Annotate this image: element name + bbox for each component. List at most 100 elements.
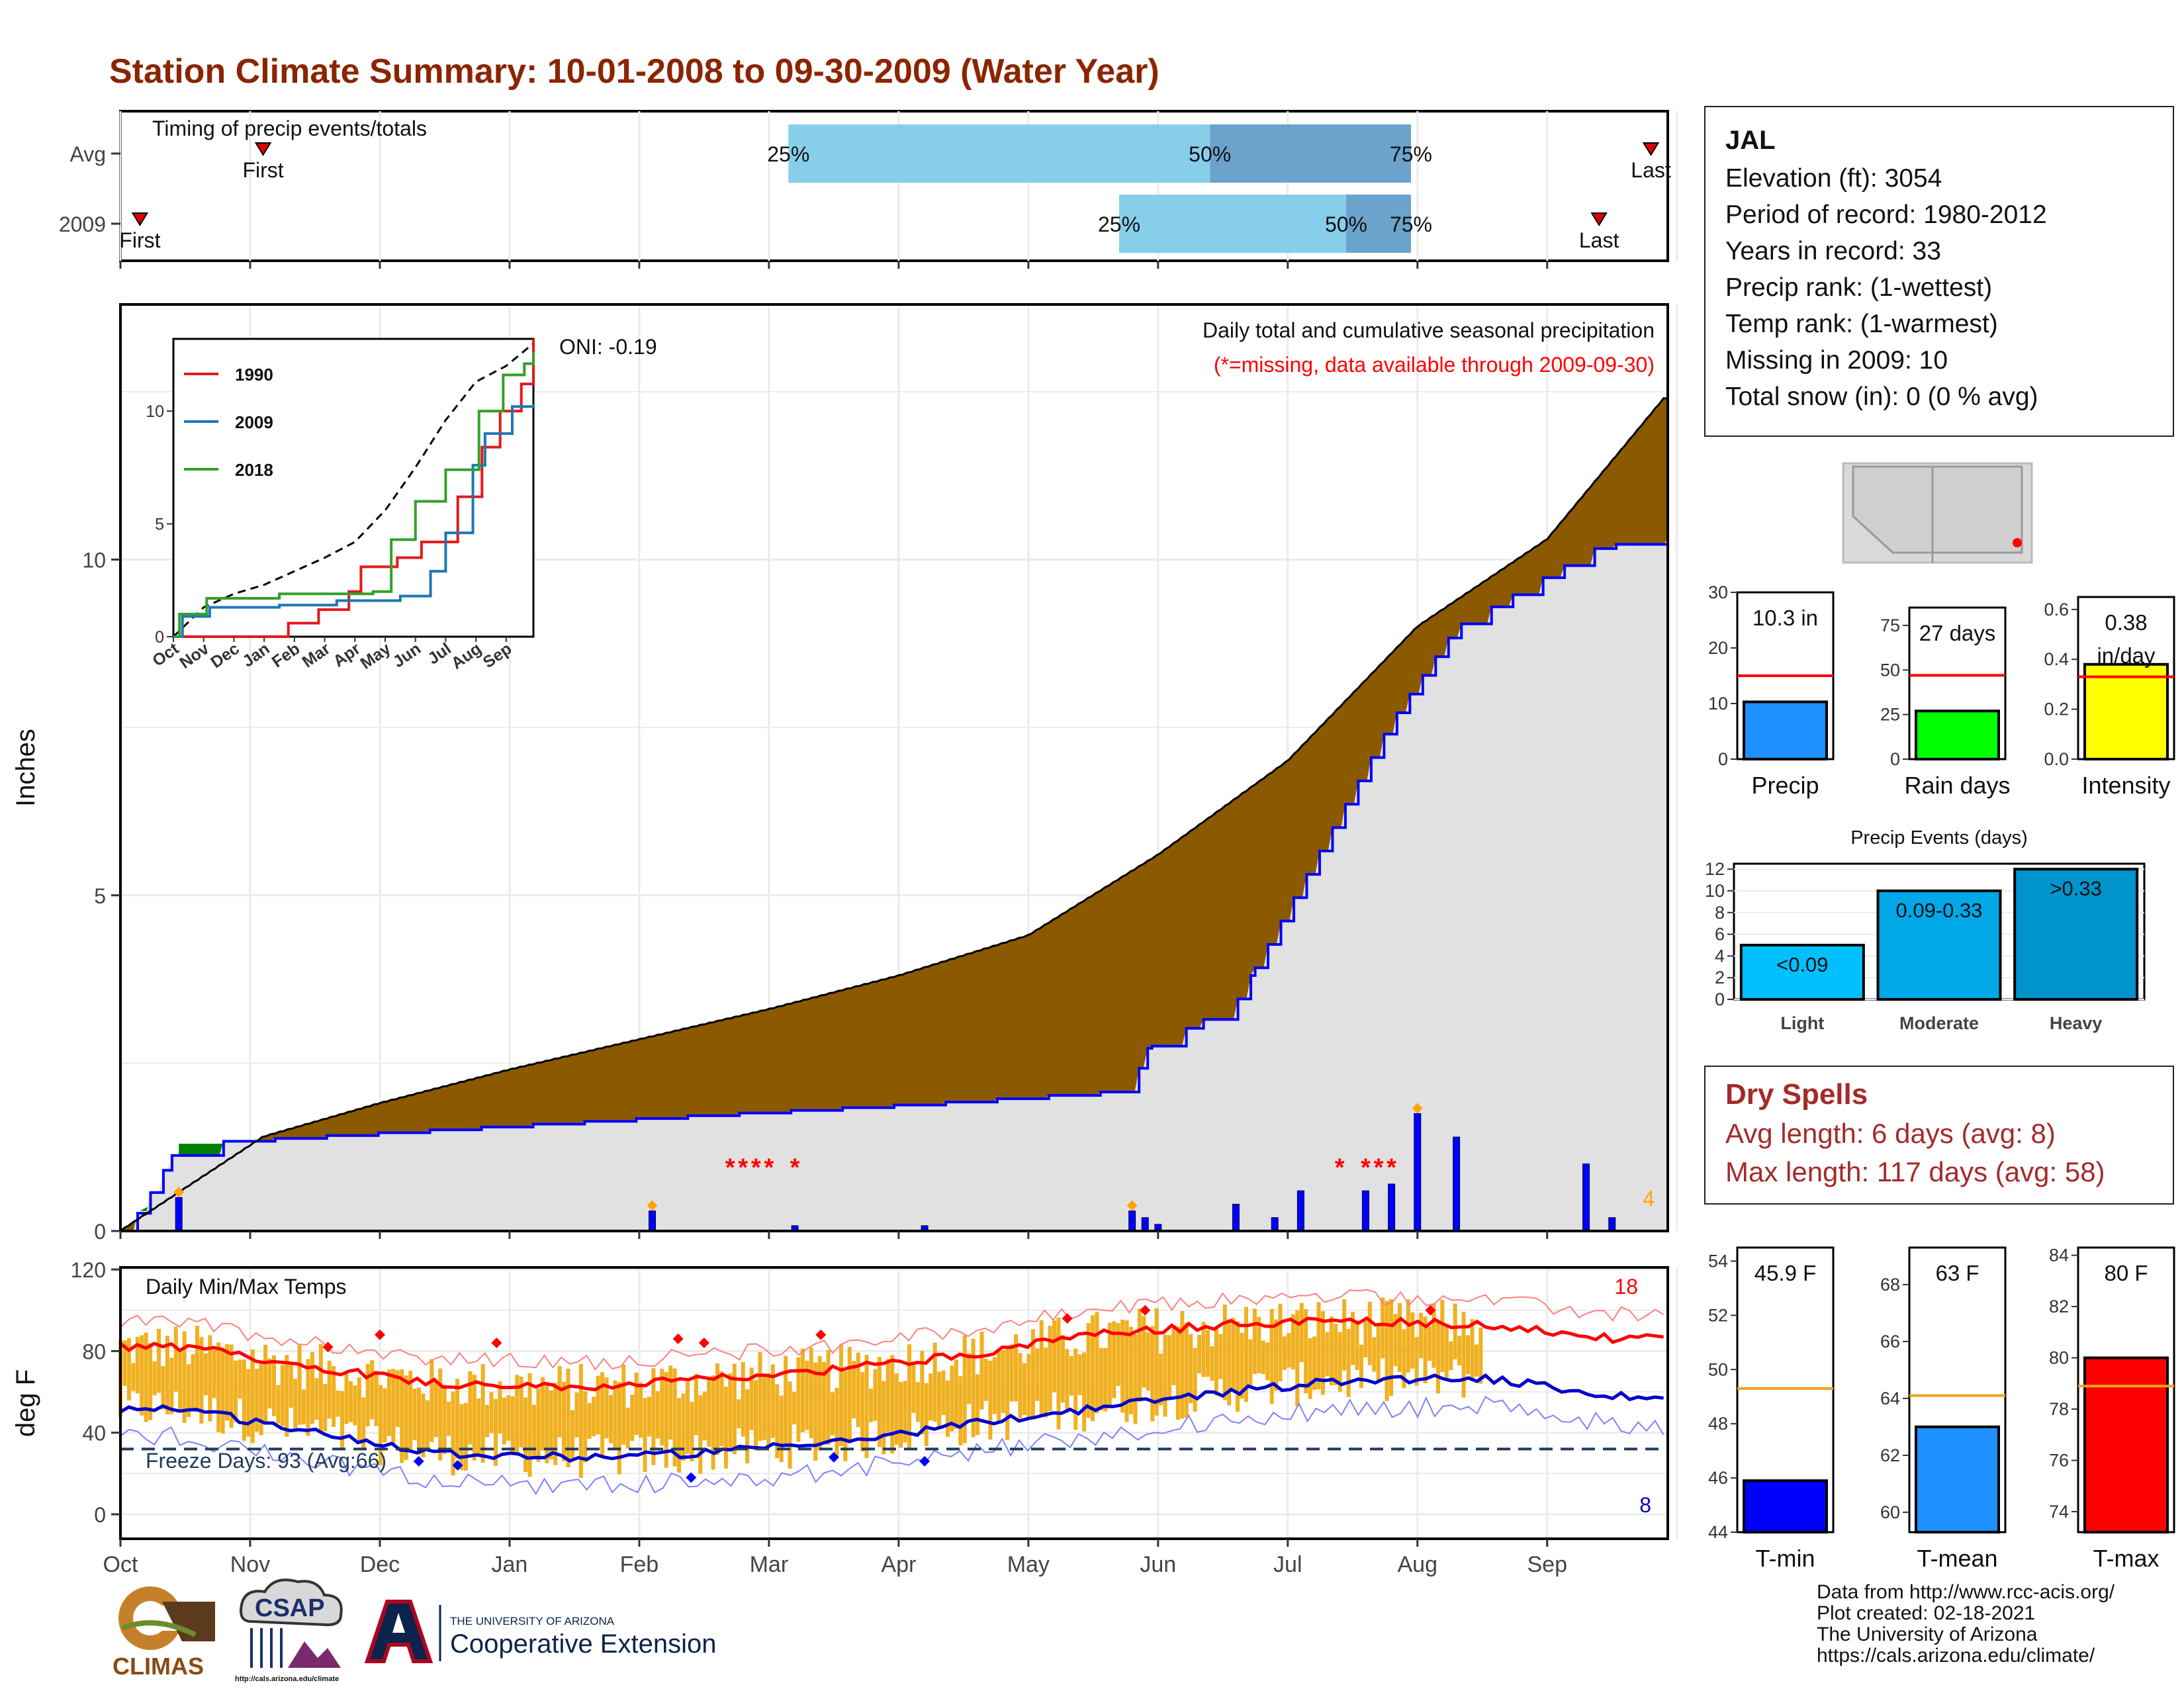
daily-temp-bar — [886, 1359, 890, 1432]
daily-temp-bar — [1244, 1306, 1248, 1402]
record-high-marker — [672, 1333, 684, 1344]
extreme-precip-marker — [173, 1187, 185, 1198]
daily-temp-bar — [719, 1371, 724, 1447]
tempbar-t-mean-value-label: 63 F — [1935, 1261, 1979, 1285]
daily-temp-bar — [297, 1345, 302, 1425]
daily-temp-bar — [1103, 1348, 1108, 1412]
daily-temp-bar — [860, 1372, 865, 1451]
daily-precip-bar — [1388, 1183, 1396, 1232]
timing-percent-label: 50% — [1325, 212, 1367, 236]
station-missing: Missing in 2009: 10 — [1725, 346, 1948, 375]
daily-temp-bar — [285, 1355, 289, 1437]
daily-temp-bar — [702, 1391, 707, 1441]
daily-temp-bar — [1381, 1297, 1385, 1359]
daily-temp-bar — [557, 1366, 562, 1438]
timing-last-label: Last — [1579, 228, 1619, 252]
daily-temp-bar — [1312, 1336, 1317, 1391]
daily-temp-bar — [822, 1361, 827, 1444]
inset-series-line — [173, 352, 535, 638]
daily-temp-bar — [728, 1373, 733, 1449]
precip-extreme-count: 4 — [1643, 1187, 1655, 1211]
tempbar-t-min-value-label: 45.9 F — [1754, 1261, 1817, 1285]
daily-temp-bar — [1329, 1316, 1334, 1386]
missing-data-marker: * — [1335, 1154, 1345, 1182]
timing-bar-50-75 — [1345, 195, 1411, 253]
credit-plot-created: Plot created: 02-18-2021 — [1817, 1602, 2036, 1624]
daily-temp-bar — [762, 1376, 766, 1440]
temp-bar-panels: 44 46 48 50 52 54 45.9 F T-min 60 62 64 66 68 63 F T-m… — [1708, 1246, 2175, 1572]
daily-temp-bar — [545, 1383, 549, 1463]
daily-temp-bar — [1367, 1301, 1372, 1365]
temp-y-axis-label: deg F — [11, 1369, 40, 1437]
daily-temp-bar — [365, 1363, 370, 1427]
daily-temp-bar — [212, 1349, 216, 1398]
inset-legend-label: 1990 — [235, 365, 273, 385]
daily-temp-bar — [660, 1369, 664, 1446]
daily-temp-bar — [442, 1385, 447, 1454]
daily-temp-bar — [187, 1364, 191, 1418]
daily-temp-bar — [199, 1337, 204, 1424]
daily-temp-bar — [1082, 1352, 1087, 1432]
daily-temp-bar — [634, 1373, 639, 1436]
daily-temp-bar — [882, 1381, 886, 1455]
daily-temp-bar — [502, 1397, 506, 1445]
daily-temp-bar — [1265, 1342, 1270, 1381]
summary-rain-days-value-label: 27 days — [1919, 621, 1996, 645]
summary-intensity-y-tick-label: 0.6 — [2044, 600, 2069, 619]
daily-temp-bar — [131, 1363, 136, 1391]
daily-temp-bar — [531, 1404, 536, 1457]
daily-precip-bar — [1128, 1211, 1136, 1232]
daily-temp-bar — [587, 1402, 592, 1439]
record-low-marker — [686, 1472, 697, 1483]
daily-temp-bar — [945, 1380, 950, 1438]
extreme-precip-marker — [1412, 1103, 1423, 1114]
daily-temp-bar — [1137, 1308, 1142, 1402]
tempbar-t-mean-y-tick-label: 64 — [1880, 1389, 1900, 1408]
daily-temp-bar — [1359, 1344, 1363, 1389]
daily-temp-bar — [353, 1385, 357, 1426]
missing-data-marker: * — [1374, 1154, 1384, 1182]
tempbar-t-max-y-tick-label: 76 — [2049, 1451, 2069, 1471]
daily-temp-bar — [1154, 1308, 1159, 1416]
daily-temp-bar — [805, 1360, 809, 1430]
daily-temp-bar — [323, 1383, 328, 1432]
daily-temp-bar — [122, 1340, 127, 1387]
daily-temp-bar — [839, 1344, 843, 1447]
daily-temp-bar — [1291, 1314, 1295, 1370]
daily-temp-bar — [899, 1382, 903, 1448]
daily-temp-bar — [1461, 1311, 1466, 1398]
inset-series-line — [173, 404, 535, 638]
station-name: JAL — [1725, 126, 1776, 155]
daily-temp-bar — [1402, 1329, 1406, 1389]
events-bar-heavy — [2013, 868, 2139, 1001]
daily-temp-bar — [843, 1371, 848, 1461]
timing-percent-label: 75% — [1390, 212, 1432, 236]
temp-panel: Daily Min/Max Temps Freeze Days: 93 (Avg:… — [11, 1258, 1678, 1577]
daily-temp-bar — [1299, 1303, 1304, 1363]
daily-temp-bar — [711, 1375, 715, 1470]
daily-temp-bar — [1056, 1317, 1061, 1430]
temp-x-tick-label: Feb — [620, 1552, 659, 1577]
inset-y-tick-label: 0 — [155, 628, 164, 647]
daily-temp-bar — [140, 1335, 144, 1416]
daily-temp-bar — [1193, 1348, 1197, 1412]
daily-temp-bar — [357, 1377, 361, 1443]
temp-frame — [119, 1266, 1669, 1540]
daily-temp-bar — [920, 1351, 925, 1435]
events-bar-label: >0.33 — [2050, 877, 2101, 900]
daily-temp-bar — [1175, 1326, 1180, 1420]
daily-temp-bar — [1018, 1353, 1023, 1419]
daily-temp-bar — [1180, 1310, 1185, 1419]
record-high-count: 18 — [1614, 1275, 1638, 1299]
daily-temp-bar — [310, 1351, 314, 1424]
daily-temp-bar — [766, 1373, 771, 1448]
daily-temp-bar — [383, 1388, 387, 1443]
daily-temp-bar — [1073, 1348, 1078, 1430]
daily-temp-bar — [613, 1380, 617, 1451]
daily-temp-bar — [1414, 1337, 1419, 1386]
daily-temp-bar — [1129, 1326, 1134, 1414]
daily-temp-bar — [480, 1364, 485, 1463]
daily-temp-bar — [459, 1404, 464, 1471]
daily-temp-bar — [395, 1370, 400, 1427]
